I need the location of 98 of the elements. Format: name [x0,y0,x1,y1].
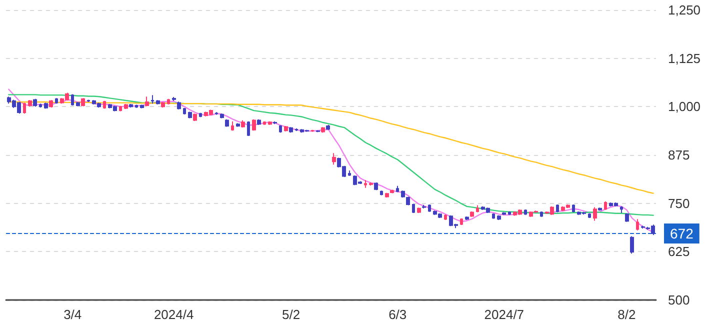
candlestick [295,128,298,132]
candlestick [593,206,597,222]
candlestick [630,236,634,254]
candlestick [87,99,90,103]
y-tick-label: 750 [668,196,690,211]
y-tick-label: 1,250 [668,2,701,18]
candlestick [556,204,559,213]
candlestick [422,204,426,209]
candlestick [385,192,389,198]
candlestick [188,111,192,119]
candlestick [636,218,639,231]
candlestick [316,130,320,133]
candlestick [220,113,224,119]
candlestick [412,203,415,214]
candlestick [470,210,474,218]
candlestick [263,120,266,126]
candlestick [289,126,293,134]
candlestick [588,212,591,219]
candlestick [129,103,133,108]
candlestick [215,112,218,116]
x-tick-label: 6/3 [388,307,407,322]
x-tick-label: 2024/7 [484,307,524,322]
candlestick [465,216,469,220]
candlestick [273,120,277,125]
candlestick [268,120,272,126]
candlestick [390,189,394,194]
candlestick [620,206,623,214]
candlestick [28,100,32,108]
candlestick [44,102,48,110]
candlestick [124,103,128,110]
x-tick-label: 8/2 [618,307,636,322]
candlestick [151,94,154,104]
y-tick-label: 625 [668,244,690,260]
candlestick [598,207,602,212]
candlestick [428,204,431,212]
x-tick-label: 2024/4 [154,307,194,322]
candlestick [572,204,575,213]
line-series [8,88,654,233]
candlestick [396,185,399,193]
candlestick [625,212,629,222]
candlestick [364,180,367,188]
candlestick [103,100,106,110]
candlestick [524,209,527,216]
candlestick [257,118,261,126]
candlestick [369,182,373,186]
line-series [8,94,654,216]
candlestick [119,105,122,112]
candlestick [172,96,176,102]
x-tick-label: 5/2 [282,307,300,322]
x-tick-label: 3/4 [64,307,82,322]
candlestick [497,214,501,220]
candlestick [193,113,197,122]
y-tick-label: 500 [668,292,690,308]
candlestick [39,103,42,108]
candlestick [247,120,250,137]
candlestick [284,126,288,132]
candlestick [508,210,511,216]
candlestick [177,101,181,110]
ref-line-label: 672 [670,225,694,242]
candlestick [71,94,74,106]
candlestick [332,152,336,166]
candlestick [252,118,256,132]
candlestick [23,102,26,114]
y-tick-label: 1,000 [668,99,701,114]
candlestick [81,98,85,107]
candlestick [55,98,58,104]
candlestick [236,122,240,128]
candlestick [183,107,186,115]
candlestick [444,214,447,220]
candlestick [417,207,421,214]
candlestick [348,170,351,176]
candlestick [156,100,160,105]
candlestick [321,126,325,134]
candlestick [145,96,149,107]
candlestick [380,190,383,196]
candlestick [279,124,282,134]
candlestick [225,118,229,128]
candlestick [241,120,245,128]
candlestick [76,102,80,107]
candlestick [492,212,495,220]
y-tick-label: 875 [668,148,690,162]
line-series [8,101,654,194]
y-tick-label: 1,125 [668,50,701,66]
candlestick [135,104,138,108]
candlestick [326,124,330,130]
candlestick [167,98,170,105]
candlestick [540,210,543,218]
candlestick [33,98,37,108]
candlestick [476,204,479,213]
candlestick [49,100,53,108]
candlestick [161,102,165,108]
candlestick [604,200,607,210]
candlestick [460,218,463,226]
candlestick [374,182,378,191]
candlestick [231,120,234,132]
candlestick [502,212,506,216]
candlestick [199,112,202,118]
candlestick [140,104,144,109]
